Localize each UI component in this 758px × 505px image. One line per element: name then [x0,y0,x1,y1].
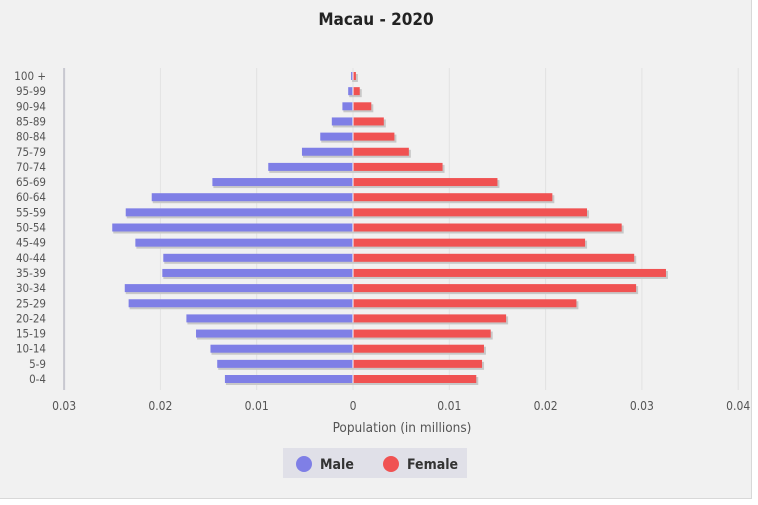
legend: Male Female [283,448,467,478]
bar-male[interactable] [151,193,353,202]
bar-female[interactable] [353,193,553,202]
bar-female[interactable] [353,299,577,308]
x-axis-label: Population (in millions) [333,420,472,436]
bar-female[interactable] [353,147,409,156]
x-tick-label: 0.01 [437,399,461,413]
category-label: 30-34 [16,281,46,295]
legend-label-male: Male [320,457,354,473]
bar-female[interactable] [353,314,507,323]
category-label: 5-9 [29,357,46,371]
category-label: 20-24 [16,311,46,325]
category-label: 45-49 [16,236,46,250]
bar-female[interactable] [353,253,635,262]
bar-male[interactable] [212,178,353,187]
bar-female[interactable] [353,268,666,277]
bar-male[interactable] [112,223,353,232]
category-label: 100 + [14,69,46,83]
legend-label-female: Female [407,457,458,473]
category-label: 75-79 [16,145,46,159]
bar-female[interactable] [353,87,360,96]
category-label: 35-39 [16,266,46,280]
bar-female[interactable] [353,359,483,368]
category-label: 70-74 [16,160,46,174]
bar-male[interactable] [162,268,353,277]
category-label: 40-44 [16,251,46,265]
bar-male[interactable] [217,359,353,368]
x-tick-label: 0 [350,399,357,413]
category-label: 15-19 [16,327,46,341]
bar-male[interactable] [351,72,353,80]
x-tick-label: 0.03 [630,399,654,413]
bar-male[interactable] [125,208,354,217]
bar-male[interactable] [196,329,353,338]
legend-item-male[interactable]: Male [296,456,354,473]
legend-marker-male [296,456,312,472]
bar-male[interactable] [348,87,353,96]
chart-title: Macau - 2020 [318,10,433,30]
legend-background [283,448,467,478]
x-tick-label: 0.02 [148,399,172,413]
category-label: 85-89 [16,114,46,128]
bar-male[interactable] [224,375,353,383]
legend-item-female[interactable]: Female [383,456,458,473]
bar-male[interactable] [268,162,353,171]
bar-female[interactable] [353,329,491,338]
bar-male[interactable] [124,284,353,293]
bar-female[interactable] [353,344,484,353]
x-tick-label: 0.01 [245,399,269,413]
x-tick-label: 0.04 [726,399,750,413]
bar-male[interactable] [163,253,353,262]
category-label: 60-64 [16,190,46,204]
category-label: 55-59 [16,205,46,219]
bar-female[interactable] [353,238,586,247]
bar-male[interactable] [210,344,353,353]
bar-male[interactable] [135,238,353,247]
category-label: 95-99 [16,84,46,98]
bar-female[interactable] [353,178,498,187]
bar-male[interactable] [186,314,353,323]
category-label: 65-69 [16,175,46,189]
category-label: 90-94 [16,99,46,113]
bar-male[interactable] [320,132,353,141]
bar-female[interactable] [353,162,443,171]
x-tick-label: 0.03 [52,399,76,413]
category-label: 0-4 [29,372,46,386]
bar-female[interactable] [353,375,477,383]
bar-female[interactable] [353,117,384,126]
category-label: 25-29 [16,296,46,310]
bar-female[interactable] [353,102,372,111]
legend-marker-female [383,456,399,472]
bar-female[interactable] [353,132,395,141]
bar-male[interactable] [331,117,353,126]
bar-male[interactable] [342,102,353,111]
category-label: 10-14 [16,342,46,356]
bar-male[interactable] [128,299,353,308]
bar-female[interactable] [353,208,588,217]
bar-female[interactable] [353,223,622,232]
bar-male[interactable] [301,147,353,156]
bar-female[interactable] [353,72,356,80]
x-tick-label: 0.02 [534,399,558,413]
bar-female[interactable] [353,284,637,293]
bar-shadow [354,74,358,82]
category-label: 80-84 [16,130,46,144]
category-label: 50-54 [16,221,46,235]
